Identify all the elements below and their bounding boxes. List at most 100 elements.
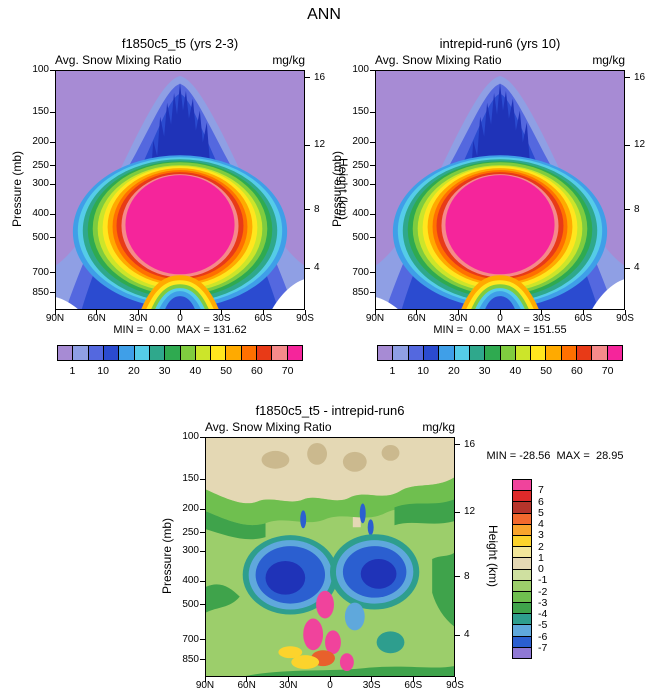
height-tick-label: 8 [464, 570, 470, 582]
latitude-tick-label: 90N [45, 313, 65, 324]
pressure-tick-mark [370, 165, 375, 167]
pressure-tick-label: 100 [352, 64, 369, 75]
colorbar-cell [408, 346, 424, 360]
pressure-tick-mark [50, 111, 55, 113]
pressure-tick-label: 700 [182, 633, 199, 645]
pressure-tick-label: 300 [32, 178, 49, 190]
height-tick-label: 4 [634, 262, 640, 273]
colorbar-label: 20 [448, 365, 460, 377]
colorbar-cell [513, 480, 531, 492]
height-tick-label: 8 [314, 203, 320, 215]
colorbar-label: 40 [189, 365, 202, 377]
pressure-axis-title: Pressure (mb) [160, 518, 174, 595]
height-tick-mark [305, 267, 310, 269]
latitude-tick-mark [371, 677, 373, 682]
colorbar-label: 4 [538, 518, 544, 530]
height-tick-mark [455, 634, 460, 636]
colorbar-label: -2 [538, 585, 548, 598]
panel-case2: intrepid-run6 (yrs 10) Avg. Snow Mixing … [330, 36, 645, 377]
colorbar-label: 5 [538, 506, 544, 519]
pressure-tick-label: 500 [182, 598, 199, 610]
colorbar-cell [513, 491, 531, 503]
colorbar-label: 20 [128, 365, 140, 377]
pressure-tick-mark [370, 213, 375, 215]
latitude-tick-label: 30S [362, 680, 381, 691]
colorbar-label: 70 [601, 365, 614, 377]
colorbar-cell [513, 558, 531, 570]
colorbar-cell [513, 547, 531, 559]
pressure-tick-mark [50, 237, 55, 239]
latitude-tick-mark [329, 677, 331, 682]
colorbar-label: 60 [251, 365, 263, 377]
field-label: Avg. Snow Mixing Ratio [205, 420, 332, 434]
latitude-tick-label: 30N [449, 313, 468, 324]
colorbar-label: 70 [281, 365, 294, 377]
pressure-tick-mark [200, 659, 205, 661]
latitude-tick-mark [416, 310, 418, 315]
pressure-tick-label: 250 [182, 526, 199, 538]
latitude-tick-mark [54, 310, 56, 315]
panel-title: f1850c5_t5 - intrepid-run6 [255, 403, 405, 418]
latitude-tick-mark [454, 677, 456, 682]
height-tick-mark [455, 511, 460, 513]
latitude-tick-label: 90S [446, 680, 464, 691]
colorbar-cell [180, 346, 196, 360]
height-tick-label: 12 [314, 139, 326, 150]
pressure-tick-mark [370, 237, 375, 239]
pressure-tick-label: 300 [352, 178, 369, 190]
field-label: Avg. Snow Mixing Ratio [55, 53, 182, 67]
height-tick-mark [305, 77, 310, 79]
pressure-tick-label: 200 [32, 136, 49, 148]
pressure-tick-label: 100 [182, 431, 199, 442]
pressure-tick-label: 850 [352, 286, 369, 298]
colorbar-label: 1 [538, 551, 544, 564]
height-tick-mark [305, 144, 310, 146]
colorbar-cell [88, 346, 104, 360]
latitude-tick-mark [412, 677, 414, 682]
diff-colorbar: 7 6 5 4 3 2 1 0 -1 -2 -3 -4 -5 -6 -7 [512, 479, 547, 659]
pressure-tick-mark [50, 213, 55, 215]
colorbar-cell [272, 346, 288, 360]
height-tick-label: 4 [314, 262, 320, 273]
latitude-tick-mark [204, 677, 206, 682]
colorbar-cell [561, 346, 578, 360]
colorbar-cell [513, 513, 531, 525]
colorbar-cell [423, 346, 440, 360]
pressure-tick-label: 400 [32, 208, 49, 220]
colorbar-cell [241, 346, 258, 360]
colorbar-cell [500, 346, 516, 360]
pressure-tick-label: 300 [182, 545, 199, 557]
pressure-tick-label: 100 [32, 64, 49, 75]
colorbar-label: 1 [389, 365, 396, 377]
height-tick-label: 4 [464, 629, 470, 640]
colorbar-label: 60 [571, 365, 583, 377]
colorbar-cell [513, 569, 531, 581]
pressure-tick-label: 200 [182, 503, 199, 515]
pressure-tick-mark [50, 183, 55, 185]
panel-title: f1850c5_t5 (yrs 2-3) [121, 36, 239, 51]
colorbar-cell [531, 346, 547, 360]
colorbar-cells [57, 345, 303, 361]
colorbar-cell [513, 636, 531, 648]
latitude-tick-mark [499, 310, 501, 315]
colorbar-cell [485, 346, 501, 360]
season-title: ANN [307, 6, 341, 23]
pressure-axis-title: Pressure (mb) [330, 151, 344, 228]
pressure-tick-label: 500 [352, 231, 369, 243]
pressure-tick-mark [370, 111, 375, 113]
colorbar-label: 50 [540, 365, 552, 377]
latitude-tick-mark [221, 310, 223, 315]
latitude-tick-mark [137, 310, 139, 315]
colorbar-cell [469, 346, 486, 360]
colorbar-cell [513, 591, 531, 604]
colorbar-cell [513, 625, 531, 637]
colorbar-label: 10 [417, 365, 429, 377]
colorbar-cell [513, 603, 531, 615]
latitude-tick-mark [374, 310, 376, 315]
pressure-tick-label: 250 [352, 159, 369, 171]
pressure-tick-label: 400 [182, 575, 199, 587]
height-tick-label: 12 [464, 506, 476, 517]
latitude-tick-label: 90S [296, 313, 314, 324]
height-tick-label: 16 [634, 71, 646, 83]
latitude-tick-mark [624, 310, 626, 315]
